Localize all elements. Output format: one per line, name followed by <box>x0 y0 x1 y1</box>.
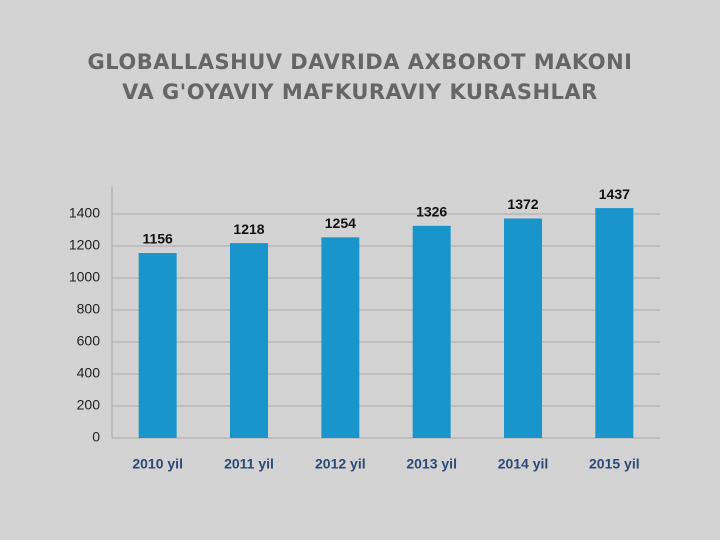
x-tick-label: 2010 yil <box>132 456 183 472</box>
bar <box>504 218 542 438</box>
value-label: 1372 <box>507 196 538 212</box>
bar <box>138 253 177 438</box>
plot-area: 0 200 400 600 800 1000 1200 1400 1600 2010 yil 115… <box>69 173 660 472</box>
x-tick-label: 2013 yil <box>406 456 457 472</box>
x-tick-label: 2012 yil <box>315 456 366 472</box>
value-label: 1218 <box>233 221 264 237</box>
x-tick-label: 2015 yil <box>589 456 640 472</box>
bar <box>595 208 634 438</box>
value-label: 1254 <box>325 215 356 231</box>
y-tick-label: 1200 <box>69 237 100 253</box>
x-tick-label: 2014 yil <box>498 456 549 472</box>
bar <box>321 237 360 438</box>
y-tick-label: 1600 <box>69 173 100 189</box>
value-label: 1326 <box>416 204 447 220</box>
y-tick-label: 200 <box>77 397 101 413</box>
x-tick-label: 2011 yil <box>224 456 274 472</box>
y-tick-label: 600 <box>77 333 101 349</box>
bar <box>412 225 451 438</box>
y-tick-label: 1400 <box>69 205 100 221</box>
y-tick-label: 0 <box>92 429 100 445</box>
value-label: 1156 <box>142 231 173 247</box>
y-tick-label: 400 <box>77 365 101 381</box>
title-line: VA G'OYAVIY MAFKURAVIY KURASHLAR <box>122 80 598 104</box>
y-tick-label: 800 <box>77 301 101 317</box>
title-line: GLOBALLASHUV DAVRIDA AXBOROT MAKONI <box>88 50 633 74</box>
value-label: 1437 <box>599 186 630 202</box>
bar <box>230 243 268 438</box>
y-tick-label: 1000 <box>69 269 100 285</box>
